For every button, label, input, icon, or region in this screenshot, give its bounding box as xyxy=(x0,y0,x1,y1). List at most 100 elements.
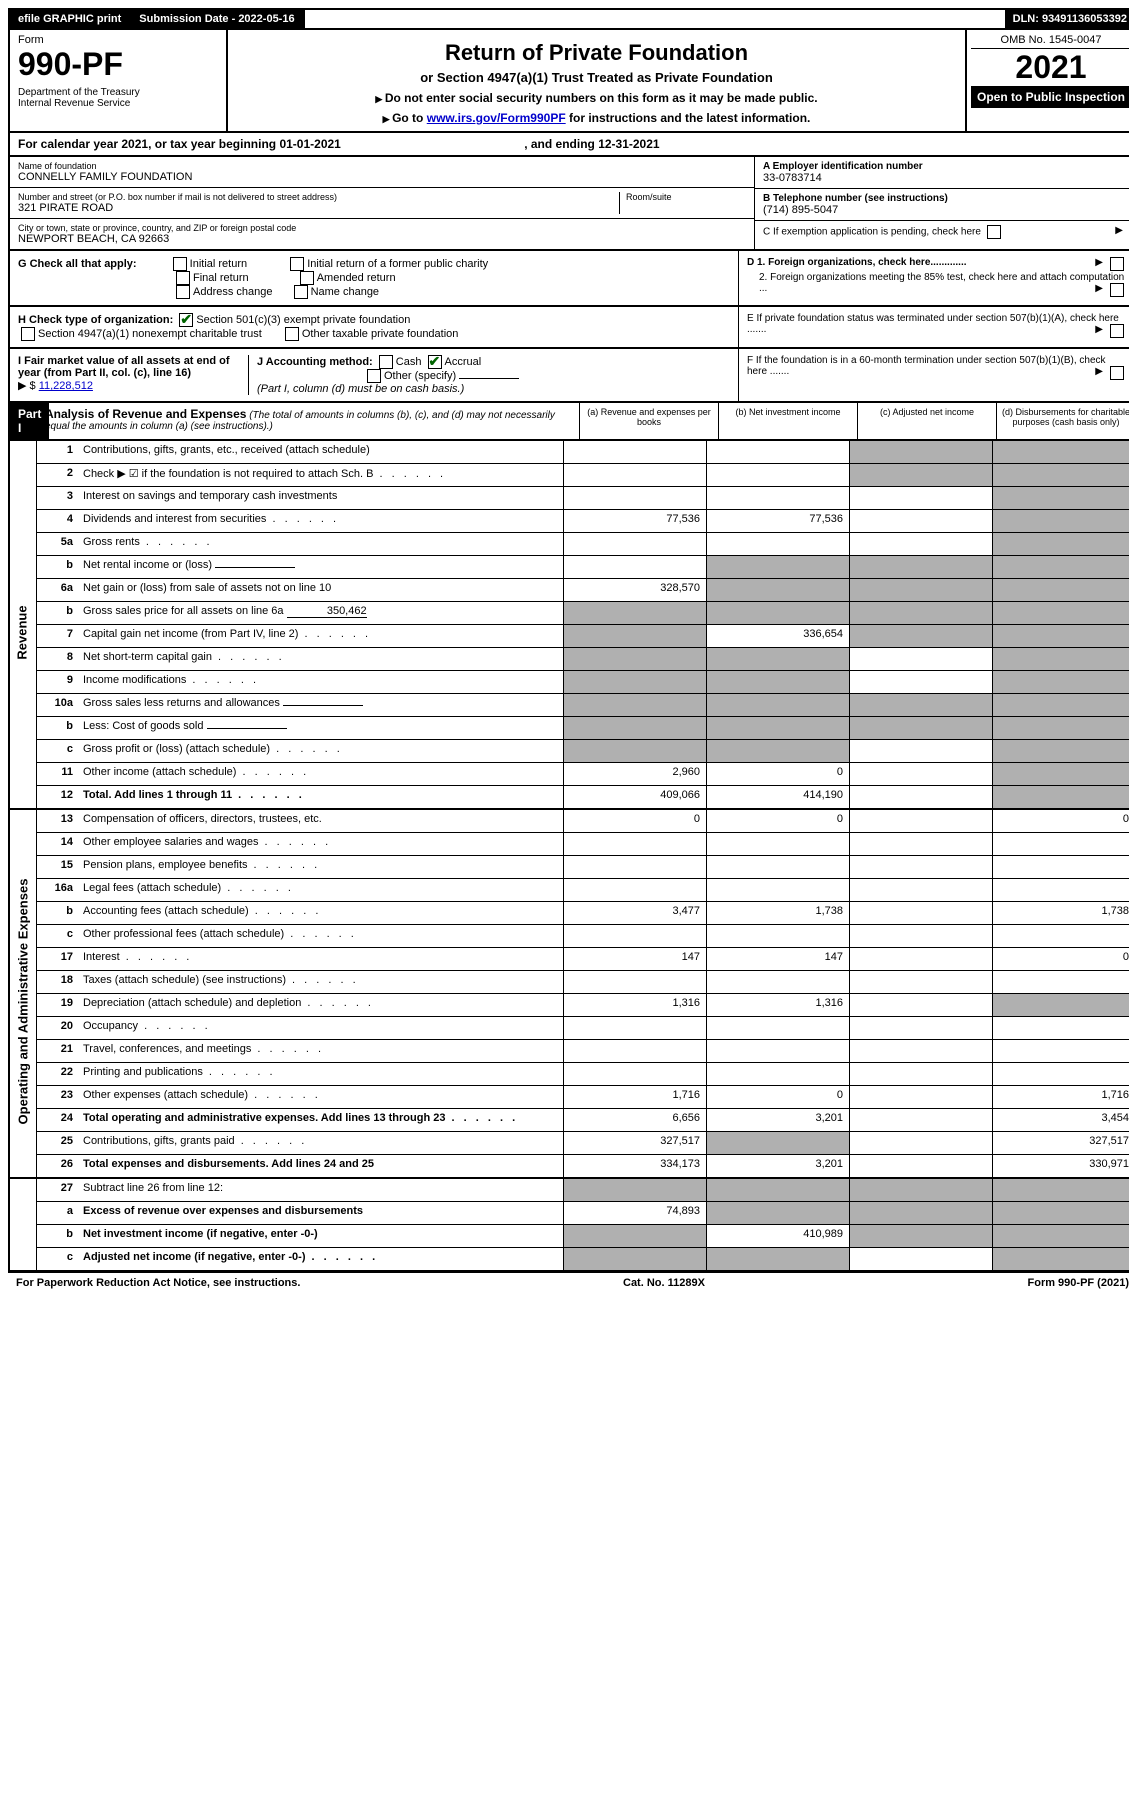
line-description: Accounting fees (attach schedule) . . . … xyxy=(77,902,563,924)
net-table: 27Subtract line 26 from line 12:aExcess … xyxy=(8,1179,1129,1272)
amount-cell xyxy=(563,1017,706,1039)
cb-cash[interactable] xyxy=(379,355,393,369)
amount-cell: 2,960 xyxy=(563,763,706,785)
calendar-year-row: For calendar year 2021, or tax year begi… xyxy=(8,133,1129,157)
cb-initial-former[interactable] xyxy=(290,257,304,271)
line-description: Taxes (attach schedule) (see instruction… xyxy=(77,971,563,993)
line-description: Compensation of officers, directors, tru… xyxy=(77,810,563,832)
h-label: H Check type of organization: xyxy=(18,314,173,326)
amount-cell xyxy=(563,648,706,670)
city-state-zip: NEWPORT BEACH, CA 92663 xyxy=(18,233,746,245)
d1-checkbox[interactable] xyxy=(1110,257,1124,271)
amount-cell xyxy=(992,994,1129,1016)
amount-cell xyxy=(992,510,1129,532)
amount-cell xyxy=(849,763,992,785)
cb-initial-return[interactable] xyxy=(173,257,187,271)
f-checkbox[interactable] xyxy=(1110,366,1124,380)
amount-cell xyxy=(849,902,992,924)
line-number: 2 xyxy=(37,464,77,486)
header-right: OMB No. 1545-0047 2021 Open to Public In… xyxy=(965,30,1129,131)
cb-other-taxable[interactable] xyxy=(285,327,299,341)
dln: DLN: 93491136053392 xyxy=(1005,10,1129,28)
amount-cell xyxy=(849,786,992,808)
amount-cell: 77,536 xyxy=(563,510,706,532)
cb-final-return[interactable] xyxy=(176,271,190,285)
table-row: 15Pension plans, employee benefits . . .… xyxy=(37,856,1129,879)
page-footer: For Paperwork Reduction Act Notice, see … xyxy=(8,1272,1129,1293)
amount-cell xyxy=(563,856,706,878)
amount-cell xyxy=(563,717,706,739)
ein-value: 33-0783714 xyxy=(763,172,1127,184)
cb-4947[interactable] xyxy=(21,327,35,341)
d2-checkbox[interactable] xyxy=(1110,283,1124,297)
col-a-head: (a) Revenue and expenses per books xyxy=(579,403,718,439)
line-description: Income modifications . . . . . . xyxy=(77,671,563,693)
line-description: Net rental income or (loss) xyxy=(77,556,563,578)
table-row: 22Printing and publications . . . . . . xyxy=(37,1063,1129,1086)
line-number: 15 xyxy=(37,856,77,878)
cb-other-method[interactable] xyxy=(367,369,381,383)
amount-cell xyxy=(563,671,706,693)
table-row: 3Interest on savings and temporary cash … xyxy=(37,487,1129,510)
amount-cell xyxy=(849,717,992,739)
name-label: Name of foundation xyxy=(18,161,746,171)
line-number: 5a xyxy=(37,533,77,555)
amount-cell xyxy=(706,1248,849,1270)
omb-number: OMB No. 1545-0047 xyxy=(971,34,1129,49)
amount-cell xyxy=(849,1063,992,1085)
cb-address-change[interactable] xyxy=(176,285,190,299)
amount-cell xyxy=(563,1225,706,1247)
amount-cell xyxy=(563,694,706,716)
c-checkbox[interactable] xyxy=(987,225,1001,239)
j-cash: Cash xyxy=(396,356,422,368)
line-number: 8 xyxy=(37,648,77,670)
line-number: 6a xyxy=(37,579,77,601)
tax-year: 2021 xyxy=(971,49,1129,86)
amount-cell: 409,066 xyxy=(563,786,706,808)
form990pf-link[interactable]: www.irs.gov/Form990PF xyxy=(427,111,566,125)
amount-cell xyxy=(849,464,992,486)
amount-cell xyxy=(992,740,1129,762)
amount-cell: 0 xyxy=(992,810,1129,832)
table-row: 18Taxes (attach schedule) (see instructi… xyxy=(37,971,1129,994)
cb-accrual[interactable] xyxy=(428,355,442,369)
line-number: b xyxy=(37,556,77,578)
line-number: 7 xyxy=(37,625,77,647)
col-b-head: (b) Net investment income xyxy=(718,403,857,439)
fmv-link[interactable]: 11,228,512 xyxy=(39,380,93,392)
amount-cell xyxy=(706,602,849,624)
line-number: 9 xyxy=(37,671,77,693)
line-number: 13 xyxy=(37,810,77,832)
open-public-badge: Open to Public Inspection xyxy=(971,86,1129,108)
cb-501c3[interactable] xyxy=(179,313,193,327)
amount-cell: 1,316 xyxy=(563,994,706,1016)
amount-cell xyxy=(706,556,849,578)
efile-print: efile GRAPHIC print xyxy=(10,10,131,28)
amount-cell xyxy=(563,556,706,578)
irs-label: Internal Revenue Service xyxy=(18,98,218,109)
line-description: Subtract line 26 from line 12: xyxy=(77,1179,563,1201)
table-row: 23Other expenses (attach schedule) . . .… xyxy=(37,1086,1129,1109)
side-opex-text: Operating and Administrative Expenses xyxy=(15,878,30,1124)
amount-cell xyxy=(992,533,1129,555)
table-row: 14Other employee salaries and wages . . … xyxy=(37,833,1129,856)
cb-amended[interactable] xyxy=(300,271,314,285)
amount-cell xyxy=(849,925,992,947)
cb-name-change[interactable] xyxy=(294,285,308,299)
line-description: Dividends and interest from securities .… xyxy=(77,510,563,532)
amount-cell xyxy=(992,763,1129,785)
revenue-rows: 1Contributions, gifts, grants, etc., rec… xyxy=(37,441,1129,808)
amount-cell xyxy=(563,1179,706,1201)
table-row: bNet rental income or (loss) xyxy=(37,556,1129,579)
phone-label: B Telephone number (see instructions) xyxy=(763,193,1127,204)
amount-cell xyxy=(563,1248,706,1270)
e-checkbox[interactable] xyxy=(1110,324,1124,338)
header-left: Form 990-PF Department of the Treasury I… xyxy=(10,30,228,131)
amount-cell xyxy=(706,1132,849,1154)
amount-cell xyxy=(563,487,706,509)
form-word: Form xyxy=(18,34,218,46)
line-description: Total. Add lines 1 through 11 . . . . . … xyxy=(77,786,563,808)
line-description: Interest on savings and temporary cash i… xyxy=(77,487,563,509)
opex-table: Operating and Administrative Expenses 13… xyxy=(8,810,1129,1179)
street-address: 321 PIRATE ROAD xyxy=(18,202,619,214)
